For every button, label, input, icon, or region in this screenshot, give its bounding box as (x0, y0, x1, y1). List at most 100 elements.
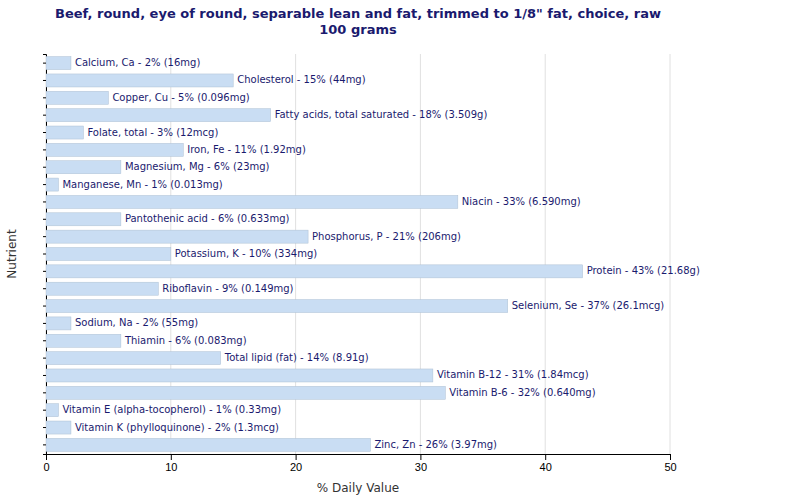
y-axis-title: Nutrient (5, 229, 19, 279)
tick-mark (420, 454, 421, 460)
bar-label: Vitamin E (alpha-tocopherol) - 1% (0.33m… (62, 404, 281, 415)
tick (43, 254, 46, 255)
tick (43, 115, 46, 116)
tick-mark (296, 454, 297, 460)
tick (43, 97, 46, 98)
bar (46, 282, 158, 295)
tick (43, 149, 46, 150)
tick-label: 0 (43, 461, 49, 473)
tick-mark (43, 254, 46, 255)
bar-label: Niacin - 33% (6.590mg) (462, 196, 581, 207)
tick (43, 444, 46, 445)
tick-mark (43, 271, 46, 272)
tick-mark (171, 454, 172, 460)
bar-label: Selenium, Se - 37% (26.1mcg) (512, 300, 665, 311)
tick (43, 236, 46, 237)
tick-mark (43, 375, 46, 376)
bar-label: Thiamin - 6% (0.083mg) (124, 335, 247, 346)
bar (46, 404, 58, 417)
tick-mark (43, 236, 46, 237)
bar-label: Potassium, K - 10% (334mg) (175, 248, 317, 259)
tick-mark (43, 427, 46, 428)
tick (43, 201, 46, 202)
tick-mark (43, 63, 46, 64)
bar (46, 143, 183, 156)
bar (46, 334, 121, 347)
tick-label: 20 (290, 461, 302, 473)
tick-mark (43, 288, 46, 289)
grid (46, 54, 670, 454)
bar (46, 265, 583, 278)
tick-label: 50 (664, 461, 676, 473)
tick (43, 410, 46, 411)
tick: 50 (664, 454, 676, 473)
title: Beef, round, eye of round, separable lea… (55, 6, 661, 37)
bar (46, 247, 171, 260)
tick (43, 340, 46, 341)
tick (43, 271, 46, 272)
tick (43, 184, 46, 185)
bar (46, 230, 308, 243)
tick-mark (43, 167, 46, 168)
axis-line (47, 455, 671, 461)
tick-mark (43, 306, 46, 307)
tick (43, 392, 46, 393)
bar (46, 438, 370, 451)
tick: 30 (415, 454, 427, 473)
bar-label: Pantothenic acid - 6% (0.633mg) (125, 213, 290, 224)
tick: 0 (43, 454, 49, 473)
bar-label: Manganese, Mn - 1% (0.013mg) (62, 179, 222, 190)
tick (43, 323, 46, 324)
bar-label: Zinc, Zn - 26% (3.97mg) (374, 439, 497, 450)
bar (46, 352, 221, 365)
y-axis (43, 55, 47, 455)
tick-mark (43, 340, 46, 341)
bar (46, 386, 445, 399)
tick-mark (545, 454, 546, 460)
bar-label: Calcium, Ca - 2% (16mg) (75, 57, 200, 68)
tick-mark (43, 219, 46, 220)
tick (43, 219, 46, 220)
tick-label: 10 (165, 461, 177, 473)
bar (46, 195, 458, 208)
bar (46, 74, 233, 87)
tick-mark (43, 149, 46, 150)
bar-label: Vitamin B-12 - 31% (1.84mcg) (437, 369, 589, 380)
bar-labels: Calcium, Ca - 2% (16mg)Cholesterol - 15%… (62, 57, 699, 450)
tick: 20 (290, 454, 302, 473)
tick (43, 306, 46, 307)
bar-label: Vitamin B-6 - 32% (0.640mg) (449, 387, 595, 398)
bar-label: Copper, Cu - 5% (0.096mg) (112, 92, 249, 103)
tick (43, 375, 46, 376)
bar (46, 421, 71, 434)
bar (46, 369, 433, 382)
bar-label: Fatty acids, total saturated - 18% (3.50… (275, 109, 488, 120)
tick-mark (43, 132, 46, 133)
bar-label: Vitamin K (phylloquinone) - 2% (1.3mcg) (75, 422, 279, 433)
tick-mark (43, 444, 46, 445)
tick-label: 40 (540, 461, 552, 473)
tick (43, 358, 46, 359)
tick (43, 288, 46, 289)
x-axis: 0 10 20 30 40 50 (43, 454, 676, 473)
tick-mark (43, 392, 46, 393)
grid-line (670, 54, 671, 454)
tick-mark (43, 80, 46, 81)
bar (46, 178, 58, 191)
tick (43, 132, 46, 133)
bar (46, 57, 71, 70)
tick (43, 427, 46, 428)
bar (46, 213, 121, 226)
tick-mark (43, 358, 46, 359)
bar-label: Sodium, Na - 2% (55mg) (75, 317, 198, 328)
bar (46, 161, 121, 174)
tick-label: 30 (415, 461, 427, 473)
bar-label: Phosphorus, P - 21% (206mg) (312, 231, 461, 242)
bar-label: Iron, Fe - 11% (1.92mg) (187, 144, 306, 155)
tick-mark (43, 201, 46, 202)
bar-label: Protein - 43% (21.68g) (587, 265, 700, 276)
axis-line (43, 55, 47, 455)
tick: 40 (540, 454, 552, 473)
bar-label: Riboflavin - 9% (0.149mg) (162, 283, 293, 294)
chart: 0 10 20 30 40 50 Calcium, Ca - 2% (16mg)Choles… (0, 0, 800, 500)
